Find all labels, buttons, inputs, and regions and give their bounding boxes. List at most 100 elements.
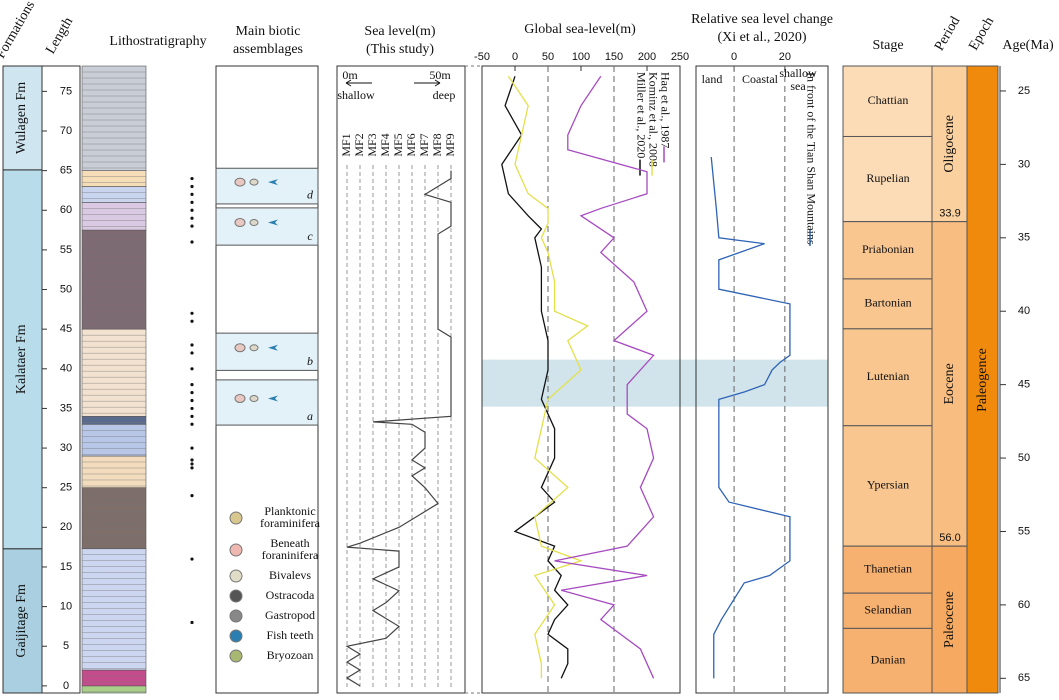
sample-point xyxy=(190,422,194,426)
fossil-icon xyxy=(268,395,278,402)
legend-label: Haq et al., 1987 xyxy=(658,72,672,148)
age-tick-label: 30 xyxy=(1018,158,1030,170)
sample-point xyxy=(190,620,194,625)
length-tick-label: 0 xyxy=(63,680,69,692)
x-tick-label: 150 xyxy=(605,51,623,63)
panel-frame xyxy=(695,65,829,694)
stage xyxy=(842,328,933,427)
legend-label: Ostracoda xyxy=(266,588,315,602)
length-tick-label: 45 xyxy=(60,323,72,335)
x-tick-label: 50 xyxy=(542,51,554,63)
header: (This study) xyxy=(366,42,434,57)
sample-point xyxy=(190,458,194,462)
sample-point xyxy=(190,184,194,189)
stage-label: Selandian xyxy=(864,603,911,617)
series-line xyxy=(507,75,589,679)
stage-label: Rupelian xyxy=(866,171,909,185)
sample-point xyxy=(190,494,194,498)
length-tick-label: 70 xyxy=(60,125,72,137)
fossil-icon xyxy=(234,218,246,228)
stage-label: Lutenian xyxy=(867,369,910,383)
length-tick-label: 50 xyxy=(60,283,72,295)
sea-level-frame xyxy=(336,65,466,694)
sea-level-curve xyxy=(345,170,452,687)
biotic-zone xyxy=(215,379,319,426)
sample-point xyxy=(190,446,194,450)
facies-label: MF6 xyxy=(404,133,418,156)
legend-label: In front of the Tian Shan Mountains xyxy=(804,72,818,245)
sample-point xyxy=(190,176,194,181)
header: assemblages xyxy=(233,42,303,57)
stage-label: Ypersian xyxy=(867,478,909,492)
stage-label: Priabonian xyxy=(862,242,914,256)
x-tick-label: 200 xyxy=(638,51,656,63)
stage xyxy=(842,135,933,223)
sample-point xyxy=(190,351,194,355)
zone-label: a xyxy=(307,409,313,423)
period xyxy=(931,545,968,694)
age-tick-label: 55 xyxy=(1018,525,1030,537)
length-tick-label: 20 xyxy=(60,521,72,533)
legend-icon xyxy=(229,589,243,603)
formation xyxy=(2,65,43,171)
legend-icon xyxy=(229,569,243,583)
stage-label: Danian xyxy=(871,652,906,666)
scale-label: deep xyxy=(433,88,456,102)
scale-label: 50m xyxy=(429,68,451,82)
stage xyxy=(842,627,933,694)
lithology-layer xyxy=(81,423,147,457)
period-label: Eocene xyxy=(942,363,957,404)
fossil-icon xyxy=(234,177,246,187)
legend-label: Beneath xyxy=(270,536,309,550)
age-tick-label: 35 xyxy=(1018,232,1030,244)
sample-point xyxy=(190,216,194,220)
series-line xyxy=(554,75,655,679)
facies-label: MF1 xyxy=(339,133,353,156)
length-tick-label: 30 xyxy=(60,442,72,454)
sample-point xyxy=(190,557,194,561)
sample-point xyxy=(190,192,194,197)
stage xyxy=(842,65,933,137)
zone-name: land xyxy=(702,72,723,86)
legend-icon xyxy=(229,629,243,643)
legend-icon xyxy=(229,511,243,525)
header: Lithostratigraphy xyxy=(109,34,206,49)
zone-label: d xyxy=(307,188,314,202)
header: Formations xyxy=(0,0,38,61)
sample-point xyxy=(190,383,194,387)
fossil-icon xyxy=(234,343,246,353)
stage xyxy=(842,425,933,547)
fossil-icon xyxy=(234,393,246,403)
fossil-icon xyxy=(249,178,259,186)
legend-icon xyxy=(229,543,243,557)
formation-label: Gaijitage Fm xyxy=(14,584,29,658)
age-tick-label: 60 xyxy=(1018,599,1030,611)
legend-label: Bryozoan xyxy=(267,648,314,662)
x-tick-label: 0 xyxy=(512,51,518,63)
facies-label: MF5 xyxy=(391,133,405,156)
biotic-zone xyxy=(215,207,319,246)
legend-label: foraninifera xyxy=(262,548,319,562)
legend-label: Planktonic xyxy=(264,504,315,518)
fossil-icon xyxy=(268,179,278,186)
length-tick-label: 40 xyxy=(60,363,72,375)
fossil-icon xyxy=(268,344,278,351)
header: Main biotic xyxy=(236,24,301,39)
epoch-label: Paleogence xyxy=(975,348,990,412)
lithology-layer xyxy=(81,548,147,671)
x-tick-label: 20 xyxy=(779,51,791,63)
sample-point xyxy=(190,208,194,212)
fossil-icon xyxy=(249,219,259,227)
series-line xyxy=(501,76,569,679)
sample-point xyxy=(190,311,194,315)
boundary-label: 33.9 xyxy=(939,208,960,220)
length-tick-label: 35 xyxy=(60,402,72,414)
lithology-layer xyxy=(81,455,147,488)
header: Sea level(m) xyxy=(364,24,435,39)
legend-label: Kominz et al., 2008 xyxy=(646,72,660,167)
period-label: Paleocene xyxy=(942,591,957,648)
biotic-zone xyxy=(215,332,319,371)
sample-point xyxy=(190,240,194,244)
length-tick-label: 15 xyxy=(60,561,72,573)
